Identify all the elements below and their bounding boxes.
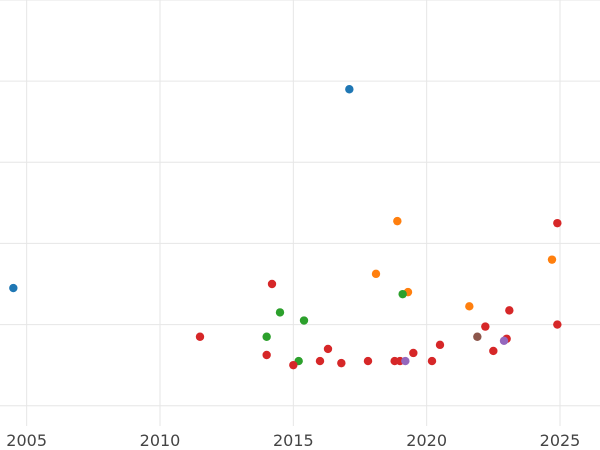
data-point — [289, 360, 298, 370]
data-point — [465, 302, 474, 311]
data-point — [345, 85, 354, 94]
data-point — [398, 289, 407, 299]
data-point — [371, 269, 381, 279]
data-point — [547, 255, 557, 264]
data-point — [299, 316, 309, 325]
data-point — [473, 332, 482, 341]
data-point — [337, 358, 346, 368]
data-point — [195, 332, 205, 341]
data-point — [393, 216, 402, 226]
x-tick-label: 2025 — [540, 431, 581, 450]
data-point — [9, 283, 18, 293]
data-point — [489, 346, 498, 356]
x-tick-label: 2015 — [273, 431, 314, 450]
data-point — [401, 356, 410, 366]
data-point — [323, 344, 333, 354]
data-point — [499, 336, 509, 345]
data-point — [435, 340, 445, 350]
grid-layer — [0, 0, 600, 426]
data-point — [262, 332, 271, 341]
data-point — [409, 348, 418, 358]
x-tick-label: 2020 — [406, 431, 447, 450]
data-point — [363, 356, 373, 366]
points-layer — [9, 85, 562, 370]
data-point — [315, 356, 325, 366]
x-tick-label: 2010 — [140, 431, 181, 450]
data-point — [481, 322, 490, 331]
x-tick-label: 2005 — [6, 431, 47, 450]
data-point — [275, 308, 285, 317]
x-axis-ticks: 2005 2010 2015 2020 2025 — [6, 431, 580, 450]
data-point — [553, 320, 562, 329]
data-point — [427, 356, 437, 366]
data-point — [267, 279, 277, 289]
data-point — [553, 218, 562, 228]
data-point — [262, 350, 271, 360]
data-point — [505, 306, 514, 315]
